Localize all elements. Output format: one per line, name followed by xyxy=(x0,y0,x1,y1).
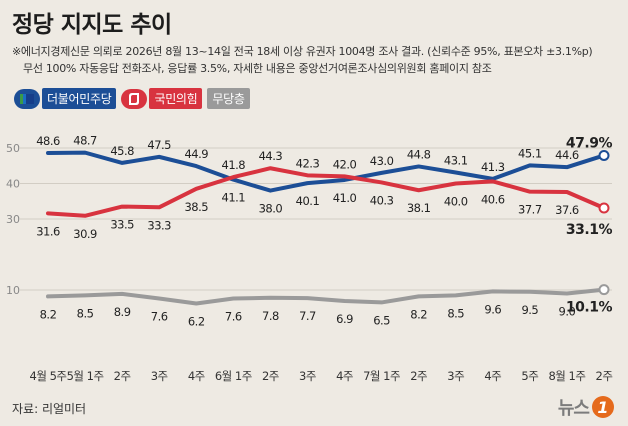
series-line-2 xyxy=(46,287,606,306)
chart-legend: 더불어민주당 국민의힘 무당층 xyxy=(14,88,250,109)
page-title: 정당 지지도 추이 xyxy=(12,12,172,38)
legend-label-independent: 무당층 xyxy=(207,88,250,109)
x-tick-label: 7월 1주 xyxy=(363,369,400,383)
legend-item-democratic: 더불어민주당 xyxy=(14,88,117,109)
data-label: 41.0 xyxy=(333,191,357,205)
data-label: 41.3 xyxy=(481,160,505,174)
data-label: 45.8 xyxy=(110,144,134,158)
y-tick-label: 50 xyxy=(6,142,20,155)
data-label: 10.1% xyxy=(566,300,613,316)
survey-note-line1: ※에너지경제신문 의뢰로 2026년 8월 13~14일 전국 18세 이상 유… xyxy=(12,45,593,58)
data-label: 40.3 xyxy=(370,193,394,207)
x-tick-label: 3주 xyxy=(447,369,464,383)
data-label: 6.5 xyxy=(373,313,390,327)
data-label: 37.7 xyxy=(518,203,542,217)
data-label: 47.9% xyxy=(566,135,613,151)
x-tick-label: 2주 xyxy=(596,369,613,383)
data-label: 44.3 xyxy=(259,149,283,163)
data-label: 42.3 xyxy=(296,156,320,170)
data-label: 33.5 xyxy=(110,218,134,232)
data-label: 40.6 xyxy=(481,192,505,206)
data-label: 33.1% xyxy=(566,222,613,238)
data-label: 41.8 xyxy=(222,158,246,172)
data-label: 7.6 xyxy=(151,310,168,324)
x-tick-label: 5주 xyxy=(521,369,538,383)
legend-label-democratic: 더불어민주당 xyxy=(42,88,117,109)
data-label: 8.2 xyxy=(40,307,57,321)
x-tick-label: 3주 xyxy=(151,369,168,383)
data-label: 42.0 xyxy=(333,157,357,171)
news1-logo: 뉴스 1 xyxy=(558,394,614,420)
data-label: 30.9 xyxy=(73,227,97,241)
x-tick-label: 4주 xyxy=(188,369,205,383)
data-label: 41.1 xyxy=(222,191,246,205)
x-tick-label: 2주 xyxy=(114,369,131,383)
x-tick-label: 6월 1주 xyxy=(215,369,252,383)
x-tick-label: 2주 xyxy=(262,369,279,383)
data-label: 38.1 xyxy=(407,201,431,215)
legend-label-ppp: 국민의힘 xyxy=(149,88,203,109)
x-tick-label: 2주 xyxy=(410,369,427,383)
series-line-0 xyxy=(46,150,606,193)
data-label: 43.1 xyxy=(444,153,468,167)
democratic-party-logo-icon xyxy=(14,88,40,109)
x-tick-label: 4주 xyxy=(484,369,501,383)
data-label: 9.5 xyxy=(521,303,538,317)
data-label: 7.8 xyxy=(262,309,279,323)
y-tick-label: 30 xyxy=(6,213,20,226)
x-tick-label: 4주 xyxy=(336,369,353,383)
data-label: 43.0 xyxy=(370,154,394,168)
logo-badge: 1 xyxy=(592,396,614,418)
data-label: 6.2 xyxy=(188,314,205,328)
series-endpoint-0 xyxy=(598,149,610,161)
legend-item-ppp: 국민의힘 xyxy=(121,88,203,109)
data-label: 38.0 xyxy=(259,202,283,216)
logo-text: 뉴스 xyxy=(557,398,590,419)
data-label: 47.5 xyxy=(147,138,171,152)
x-tick-label: 8월 1주 xyxy=(548,369,585,383)
data-source: 자료: 리얼미터 xyxy=(12,402,87,416)
data-label: 40.1 xyxy=(296,194,320,208)
series-endpoint-1 xyxy=(598,202,610,214)
data-label: 7.7 xyxy=(299,309,316,323)
data-label: 44.6 xyxy=(555,148,579,162)
legend-item-independent: 무당층 xyxy=(207,88,250,109)
data-label: 8.2 xyxy=(410,307,427,321)
series-endpoint-2 xyxy=(598,284,610,296)
data-label: 8.5 xyxy=(447,306,464,320)
data-label: 8.5 xyxy=(77,306,94,320)
series-line-1 xyxy=(46,166,606,218)
x-tick-label: 5월 1주 xyxy=(67,369,104,383)
x-tick-label: 3주 xyxy=(299,369,316,383)
data-label: 48.7 xyxy=(73,134,97,148)
data-label: 7.6 xyxy=(225,310,242,324)
x-tick-label: 4월 5주 xyxy=(30,369,67,383)
y-tick-label: 40 xyxy=(6,178,20,191)
data-label: 38.5 xyxy=(184,200,208,214)
data-label: 9.0 xyxy=(559,305,576,319)
data-label: 6.9 xyxy=(336,312,353,326)
data-label: 37.6 xyxy=(555,203,579,217)
data-label: 9.6 xyxy=(484,302,501,316)
data-label: 48.6 xyxy=(36,134,60,148)
data-label: 33.3 xyxy=(147,218,171,232)
survey-note-line2: 무선 100% 자동응답 전화조사, 응답률 3.5%, 자세한 내용은 중앙선… xyxy=(23,62,492,75)
data-label: 45.1 xyxy=(518,146,542,160)
data-label: 44.9 xyxy=(184,147,208,161)
data-label: 40.0 xyxy=(444,195,468,209)
data-label: 44.8 xyxy=(407,147,431,161)
people-power-party-logo-icon xyxy=(121,88,148,109)
data-label: 8.9 xyxy=(114,305,131,319)
data-label: 31.6 xyxy=(36,224,60,238)
y-tick-label: 10 xyxy=(6,284,20,297)
